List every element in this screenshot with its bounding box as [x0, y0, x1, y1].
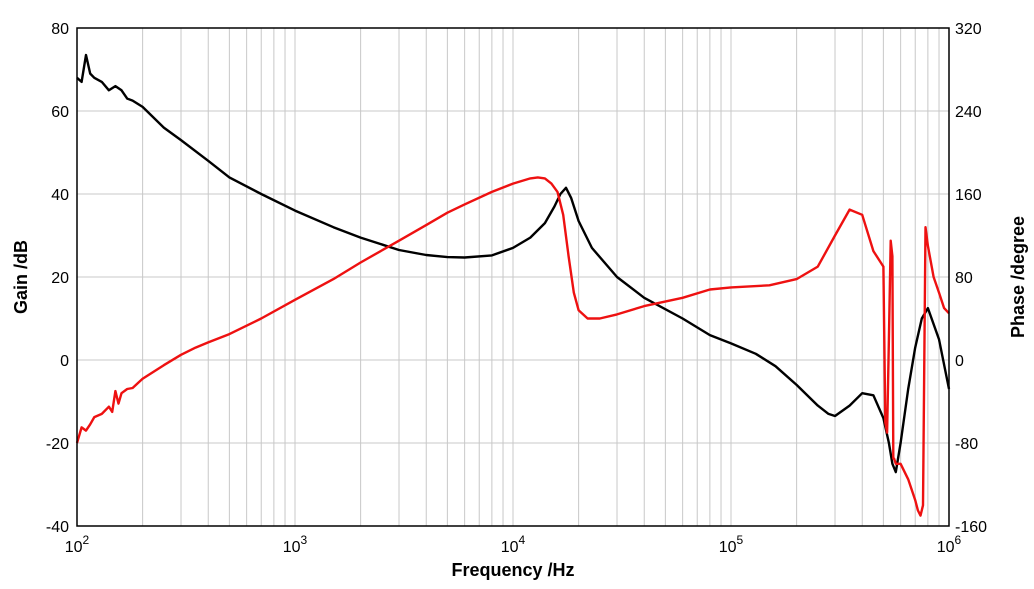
x-axis-label: Frequency /Hz: [451, 560, 574, 580]
x-tick-label: 104: [501, 533, 526, 556]
y-left-tick-label: 40: [51, 187, 69, 204]
y-right-tick-label: 160: [955, 187, 982, 204]
y-right-tick-label: 0: [955, 353, 964, 370]
x-tick-label: 106: [937, 533, 962, 556]
y-left-tick-label: -40: [46, 519, 69, 536]
y-left-tick-label: 0: [60, 353, 69, 370]
x-tick-label: 103: [283, 533, 308, 556]
x-tick-label: 102: [65, 533, 90, 556]
y-right-tick-label: 320: [955, 21, 982, 38]
y-right-tick-label: 240: [955, 104, 982, 121]
y-right-tick-label: -80: [955, 436, 978, 453]
right-y-axis-label: Phase /degree: [1008, 216, 1028, 338]
y-left-tick-label: 60: [51, 104, 69, 121]
plot-series: [75, 53, 951, 517]
x-tick-label: 105: [719, 533, 744, 556]
tick-labels: 80 60 40 20 0 -20 -40 320 240 160 80 0 -80 -160 102 103…: [46, 21, 987, 556]
y-right-tick-label: -160: [955, 519, 987, 536]
y-left-tick-label: -20: [46, 436, 69, 453]
y-left-tick-label: 80: [51, 21, 69, 38]
series-line-phase: [75, 176, 950, 517]
grid-lines: [76, 27, 949, 527]
y-right-tick-label: 80: [955, 270, 973, 287]
left-y-axis-label: Gain /dB: [11, 240, 31, 314]
y-left-tick-label: 20: [51, 270, 69, 287]
plot-frame: [76, 27, 950, 527]
